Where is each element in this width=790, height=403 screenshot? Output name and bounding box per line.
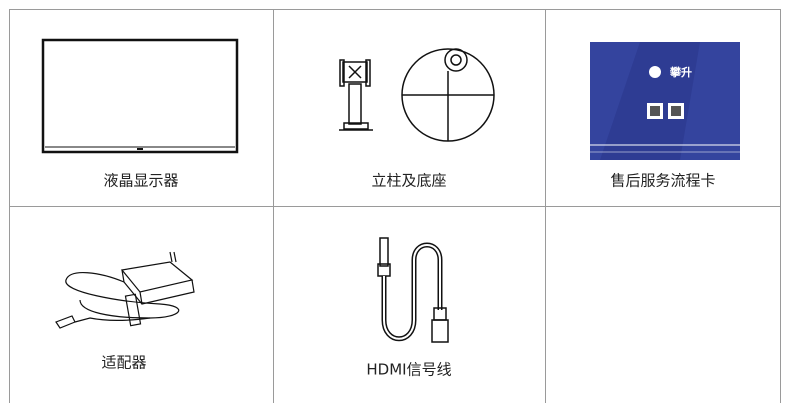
card-brand: 攀升: [669, 65, 692, 79]
monitor-icon: [41, 38, 239, 154]
item-label: 液晶显示器: [103, 172, 178, 190]
adapter-icon: [55, 251, 195, 329]
base-icon: [401, 48, 495, 142]
stand-icon: [339, 59, 373, 131]
item-label: 售后服务流程卡: [610, 172, 715, 190]
table-grid: [9, 9, 781, 403]
item-label: 立柱及底座: [371, 172, 446, 190]
hdmi-icon: [377, 237, 449, 343]
service-card: 攀升: [590, 42, 740, 160]
item-label: HDMI信号线: [366, 361, 451, 379]
item-label: 适配器: [101, 354, 146, 372]
